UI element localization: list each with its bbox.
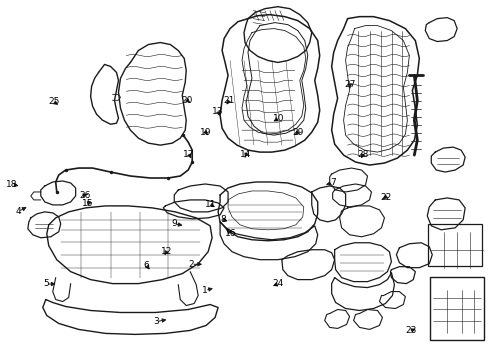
Text: 26: 26 bbox=[79, 190, 91, 199]
Text: 13: 13 bbox=[212, 107, 224, 116]
Text: 16: 16 bbox=[224, 229, 236, 238]
Text: 22: 22 bbox=[380, 193, 391, 202]
Text: 4: 4 bbox=[15, 207, 21, 216]
Text: 12: 12 bbox=[161, 247, 172, 256]
Text: 28: 28 bbox=[357, 150, 369, 159]
Text: 25: 25 bbox=[48, 97, 59, 106]
Text: 10: 10 bbox=[273, 114, 285, 123]
Text: 6: 6 bbox=[144, 261, 149, 270]
Text: 8: 8 bbox=[220, 215, 226, 224]
Text: 15: 15 bbox=[82, 199, 94, 208]
Text: 11: 11 bbox=[205, 200, 217, 209]
Text: 23: 23 bbox=[405, 326, 416, 335]
FancyBboxPatch shape bbox=[428, 224, 482, 266]
Text: 24: 24 bbox=[272, 279, 284, 288]
Text: 21: 21 bbox=[224, 96, 235, 105]
Text: 14: 14 bbox=[240, 150, 252, 159]
Text: 17: 17 bbox=[183, 150, 195, 159]
Text: 2: 2 bbox=[189, 260, 194, 269]
Text: 3: 3 bbox=[153, 317, 159, 326]
Text: 20: 20 bbox=[182, 96, 193, 105]
Text: 18: 18 bbox=[6, 180, 18, 189]
Text: 27: 27 bbox=[344, 81, 356, 90]
Text: 29: 29 bbox=[292, 128, 303, 137]
Text: 9: 9 bbox=[172, 219, 177, 228]
Text: 7: 7 bbox=[330, 178, 336, 187]
Text: 1: 1 bbox=[202, 286, 208, 295]
Text: 19: 19 bbox=[200, 128, 212, 137]
FancyBboxPatch shape bbox=[430, 276, 484, 340]
Text: 5: 5 bbox=[43, 279, 49, 288]
